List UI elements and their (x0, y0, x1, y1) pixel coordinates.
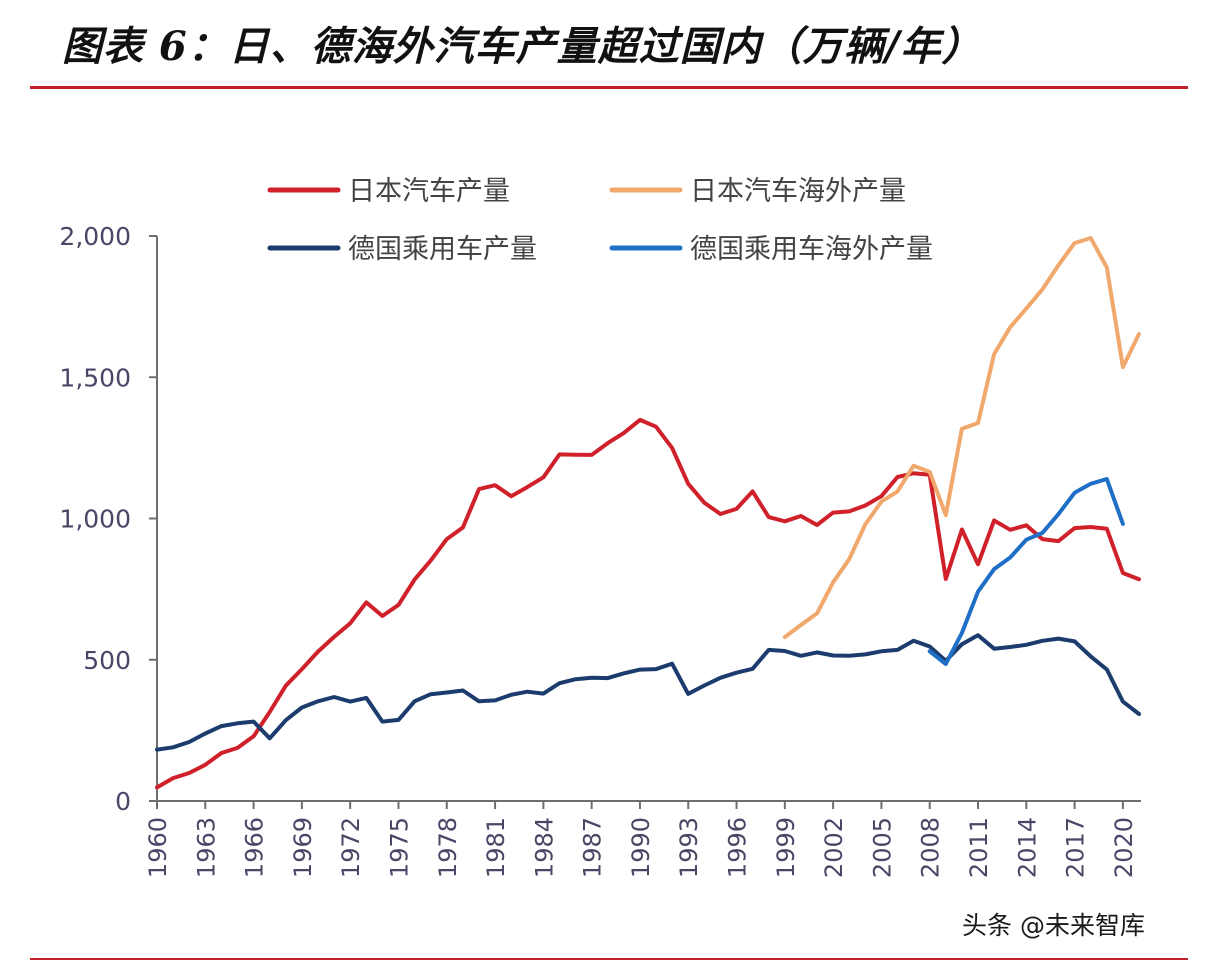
x-tick-label: 1993 (675, 817, 703, 878)
y-tick-label: 0 (115, 787, 131, 816)
y-tick-label: 1,000 (59, 505, 131, 534)
title-divider (30, 86, 1188, 89)
x-tick-label: 2014 (1013, 817, 1041, 878)
series-lines (155, 236, 1141, 790)
x-tick-label: 1960 (144, 817, 172, 878)
series-line (782, 236, 1141, 640)
y-tick-label: 1,500 (59, 363, 131, 392)
x-tick-label: 1987 (579, 817, 607, 878)
legend-label: 德国乘用车产量 (348, 234, 537, 265)
x-tick-label: 1999 (772, 817, 800, 878)
x-tick-label: 2005 (868, 817, 896, 878)
series-line (927, 477, 1125, 666)
x-tick-label: 1990 (627, 817, 655, 878)
x-tick-label: 1963 (192, 817, 220, 878)
x-tick-label: 1966 (241, 817, 269, 878)
x-tick-label: 1978 (434, 817, 462, 878)
x-tick-label: 1969 (289, 817, 317, 878)
x-tick-label: 1984 (530, 817, 558, 878)
x-axis-ticks: 1960 1963 1966 1969 1972 1975 1978 1981 1984 1987… (144, 801, 1138, 878)
y-tick-label: 2,000 (59, 222, 131, 251)
x-tick-label: 2008 (917, 817, 945, 878)
x-tick-label: 1975 (385, 817, 413, 878)
x-tick-label: 1996 (724, 817, 752, 878)
series-line (155, 417, 1141, 790)
legend-label: 德国乘用车海外产量 (690, 234, 933, 265)
x-tick-label: 1981 (482, 817, 510, 878)
bottom-divider (30, 958, 1188, 960)
page-title: 图表 6：日、德海外汽车产量超过国内（万辆/年） (62, 23, 983, 70)
x-tick-label: 2017 (1062, 817, 1090, 878)
x-tick-label: 2002 (820, 817, 848, 878)
legend-label: 日本汽车海外产量 (690, 176, 906, 207)
x-tick-label: 2011 (965, 817, 993, 878)
watermark: 头条 @未来智库 (962, 911, 1145, 940)
legend-label: 日本汽车产量 (348, 176, 510, 207)
series-line (155, 633, 1141, 752)
x-tick-label: 2020 (1110, 817, 1138, 878)
x-tick-label: 1972 (337, 817, 365, 878)
y-axis-ticks: 0 500 1,000 1,500 2,000 (59, 222, 157, 816)
y-tick-label: 500 (83, 646, 131, 675)
